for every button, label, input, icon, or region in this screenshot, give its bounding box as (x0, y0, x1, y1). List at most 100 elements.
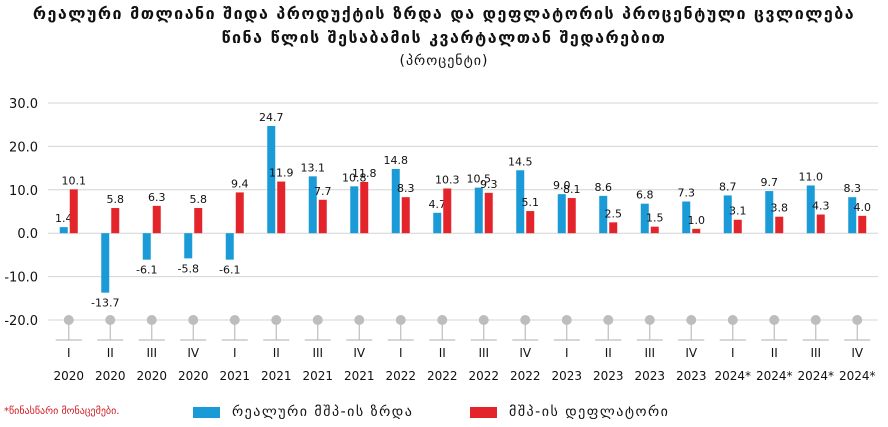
data-label: 8.3 (844, 182, 862, 195)
data-label: 11.8 (352, 167, 377, 180)
x-tick-year: 2022 (385, 369, 416, 383)
bar (806, 185, 815, 234)
data-label: 9.7 (761, 176, 779, 189)
bar (557, 194, 566, 234)
bar (152, 205, 161, 234)
bar (267, 126, 276, 234)
x-tick-quarter: II (439, 346, 446, 360)
legend-swatch-gdp-growth (193, 406, 220, 418)
x-tick-year: 2021 (219, 369, 250, 383)
x-tick-year: 2022 (427, 369, 458, 383)
x-tick-year: 2020 (95, 369, 126, 383)
x-tick-quarter: III (312, 346, 323, 360)
legend-item-gdp-growth: რეალური მშპ-ის ზრდა (193, 404, 413, 420)
bar (59, 227, 68, 234)
bar (516, 170, 525, 234)
data-label: 8.3 (397, 182, 415, 195)
bar (277, 181, 286, 234)
bar (101, 233, 110, 293)
bar (567, 198, 576, 234)
data-label: 1.0 (688, 214, 706, 227)
x-tick-year: 2024* (839, 369, 876, 383)
data-label: 13.1 (301, 161, 326, 174)
x-tick-quarter: II (107, 346, 114, 360)
data-label: 4.0 (854, 201, 872, 214)
data-label: 9.4 (231, 177, 249, 190)
x-tick-year: 2023 (676, 369, 707, 383)
bar (484, 192, 493, 234)
bar (765, 191, 774, 234)
x-tick-year: 2022 (510, 369, 541, 383)
data-label: 1.5 (646, 212, 664, 225)
x-tick-quarter: IV (519, 346, 532, 360)
chart-subtitle: წინა წლის შესაბამის კვარტალთან შედარებით (221, 28, 667, 47)
data-label: 24.7 (259, 111, 284, 124)
x-tick-year: 2023 (593, 369, 624, 383)
bar (235, 192, 244, 234)
bar (474, 187, 483, 234)
data-label: 10.5 (467, 173, 492, 186)
x-tick-year: 2021 (344, 369, 375, 383)
data-label: 4.3 (812, 200, 830, 213)
x-tick-quarter: I (233, 346, 237, 360)
data-label: 11.9 (269, 167, 294, 180)
data-label: 5.8 (190, 193, 208, 206)
x-tick-year: 2024* (797, 369, 834, 383)
data-label: 4.7 (429, 198, 447, 211)
x-tick-quarter: I (565, 346, 569, 360)
data-label: 7.7 (314, 185, 332, 198)
bar (599, 195, 608, 234)
x-tick-year: 2021 (302, 369, 333, 383)
data-label: 8.7 (719, 180, 737, 193)
bar (308, 176, 317, 234)
data-label: 10.1 (62, 174, 87, 187)
x-tick-quarter: III (644, 346, 655, 360)
legend-label-deflator: მშპ-ის დეფლატორი (509, 404, 670, 420)
bar (401, 197, 410, 234)
chart-title: რეალური მთლიანი შიდა პროდუქტის ზრდა და დ… (32, 4, 856, 23)
bar (682, 201, 691, 234)
bar (318, 199, 327, 234)
data-label: 11.0 (799, 170, 824, 183)
bar (194, 208, 203, 234)
bar (526, 211, 535, 234)
x-tick-year: 2023 (551, 369, 582, 383)
x-tick-quarter: III (810, 346, 821, 360)
x-tick-quarter: II (771, 346, 778, 360)
data-label: -13.7 (91, 297, 119, 310)
x-tick-quarter: I (731, 346, 735, 360)
data-label: 6.8 (636, 189, 654, 202)
legend-item-deflator: მშპ-ის დეფლატორი (470, 404, 669, 420)
data-label: 5.8 (107, 193, 125, 206)
bar (391, 168, 400, 234)
x-tick-year: 2020 (136, 369, 167, 383)
data-label: 2.5 (605, 207, 623, 220)
x-tick-quarter: III (146, 346, 157, 360)
bar (225, 233, 234, 260)
x-tick-year: 2023 (634, 369, 665, 383)
bar (650, 226, 659, 234)
x-tick-year: 2020 (53, 369, 84, 383)
data-label: 7.3 (678, 187, 696, 200)
x-tick-quarter: I (399, 346, 403, 360)
chart-plot: 30.0 20.0 10.0 0.0 -10.0 -20.0 1.4 -13.7 -6.1 -5.… (4, 97, 878, 383)
data-label: 8.6 (595, 181, 613, 194)
chart-unit: (პროცენტი) (399, 53, 489, 69)
data-label: 9.3 (480, 178, 498, 191)
data-label: -6.1 (136, 264, 157, 277)
bar (733, 219, 742, 234)
bar (350, 186, 359, 234)
data-label: 3.8 (771, 202, 789, 215)
x-tick-quarter: II (273, 346, 280, 360)
x-tick-year: 2024* (756, 369, 793, 383)
data-label: 3.1 (729, 205, 747, 218)
bar (443, 188, 452, 234)
data-label: 8.1 (563, 183, 581, 196)
bar (111, 208, 120, 234)
x-tick-year: 2022 (468, 369, 499, 383)
y-tick-label: 10.0 (9, 184, 38, 199)
bar (858, 215, 867, 234)
y-tick-label: 20.0 (9, 140, 38, 155)
x-tick-quarter: IV (685, 346, 698, 360)
